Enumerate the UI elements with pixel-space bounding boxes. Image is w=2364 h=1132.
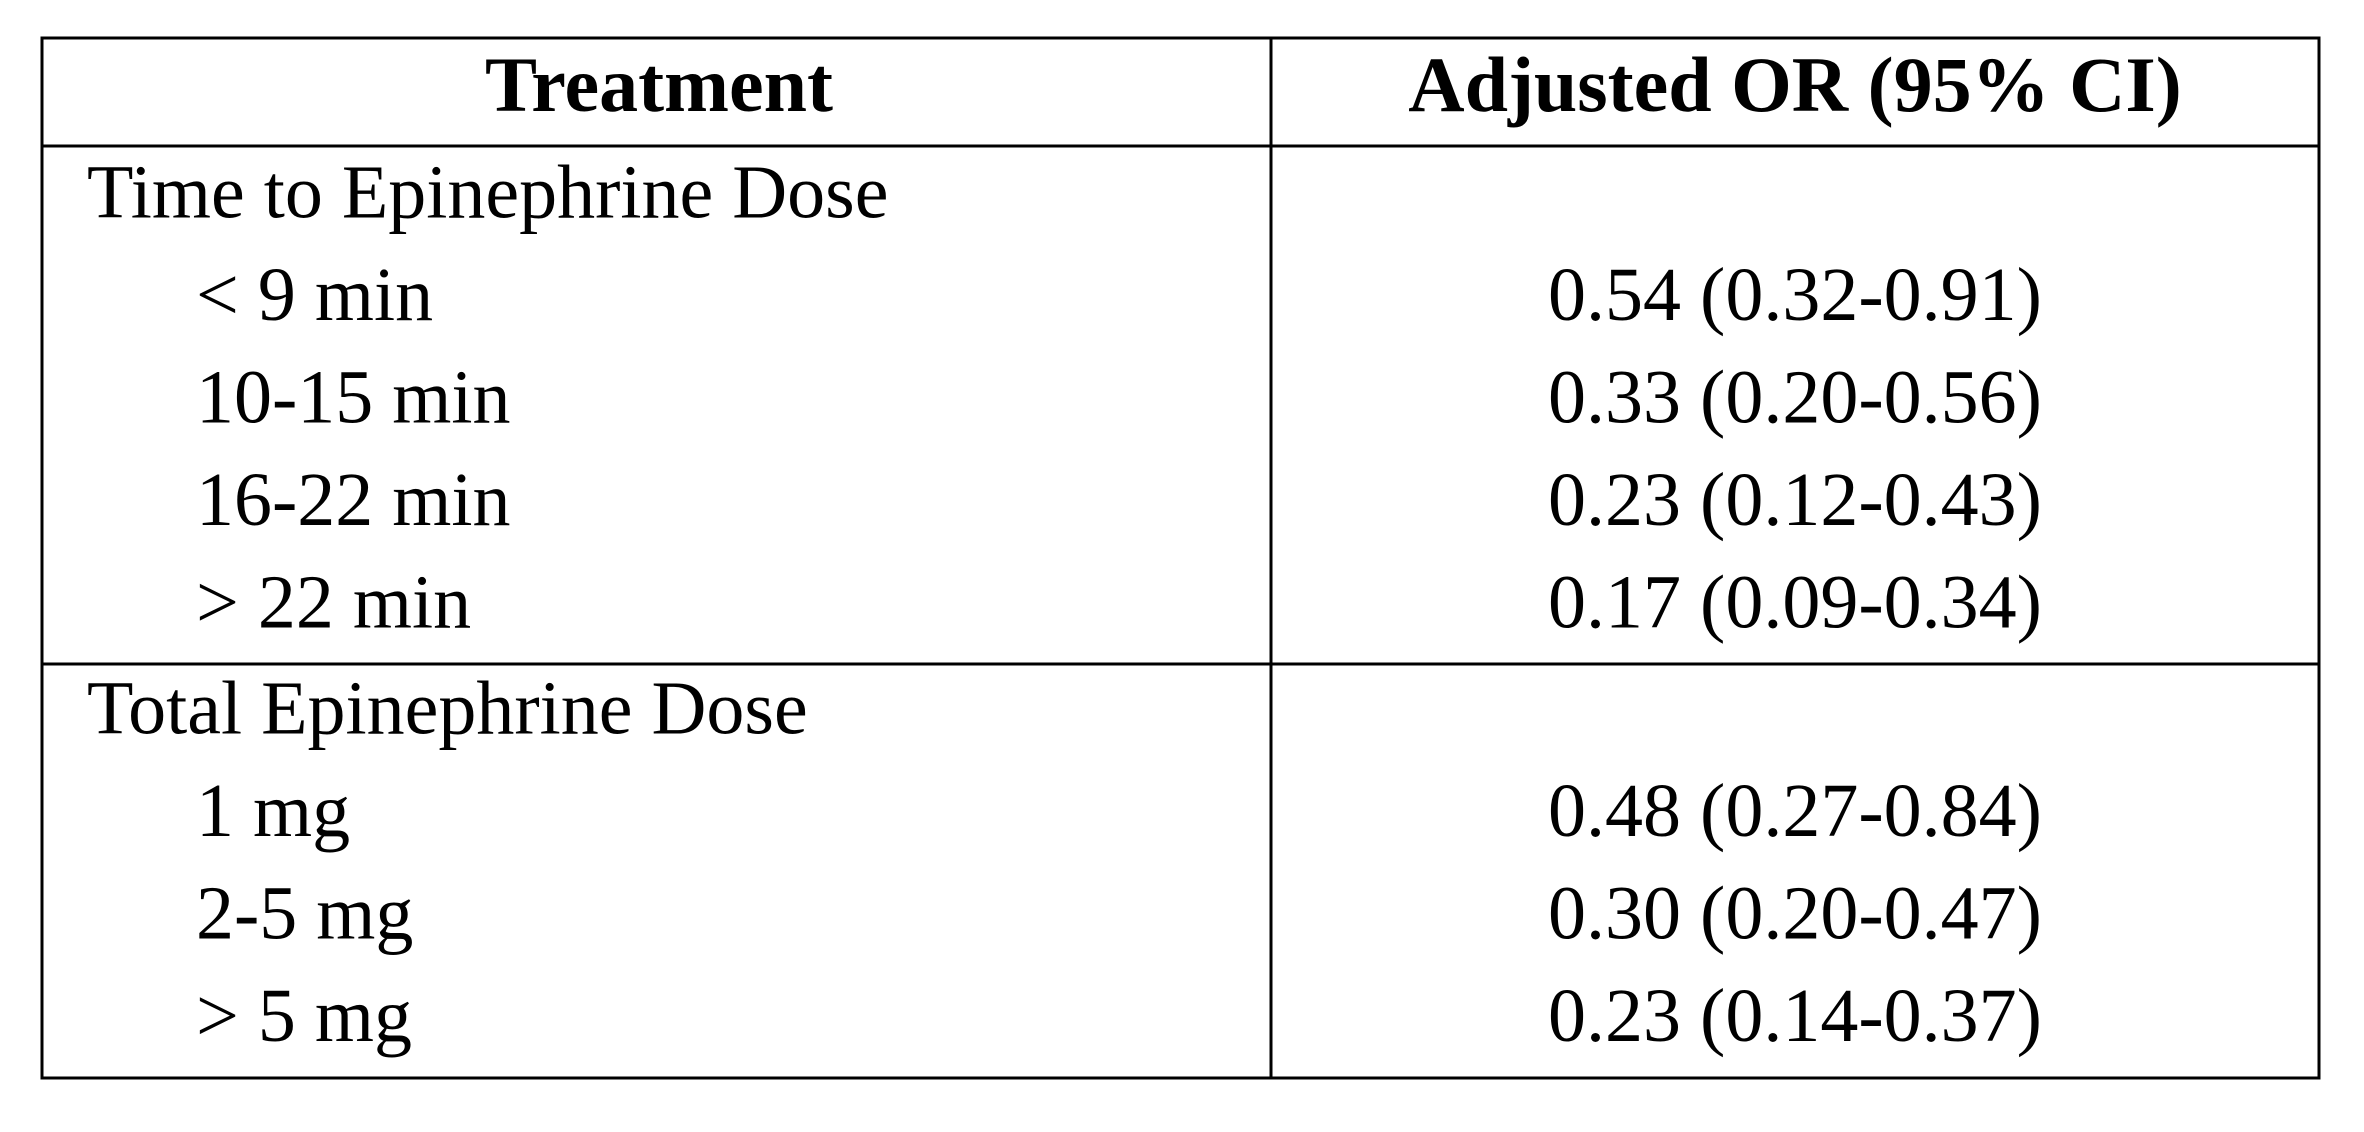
row-label: 10-15 min: [196, 355, 511, 439]
row-value: 0.23 (0.14-0.37): [1548, 974, 2042, 1058]
row-value: 0.33 (0.20-0.56): [1548, 355, 2042, 439]
row-value: 0.23 (0.12-0.43): [1548, 458, 2042, 542]
row-label: 1 mg: [196, 769, 350, 853]
row-value: 0.30 (0.20-0.47): [1548, 871, 2042, 955]
row-value: 0.17 (0.09-0.34): [1548, 560, 2042, 644]
section-title: Total Epinephrine Dose: [87, 666, 808, 750]
header-cell: Adjusted OR (95% CI): [1408, 41, 2182, 128]
row-value: 0.48 (0.27-0.84): [1548, 769, 2042, 853]
row-value: 0.54 (0.32-0.91): [1548, 253, 2042, 337]
row-label: 2-5 mg: [196, 871, 413, 955]
row-label: > 5 mg: [196, 974, 412, 1058]
table-border: [40, 36, 2321, 1080]
row-label: > 22 min: [196, 560, 471, 644]
row-label: 16-22 min: [196, 458, 511, 542]
section-title: Time to Epinephrine Dose: [87, 150, 888, 234]
row-label: < 9 min: [196, 253, 433, 337]
header-cell: Treatment: [485, 41, 833, 128]
